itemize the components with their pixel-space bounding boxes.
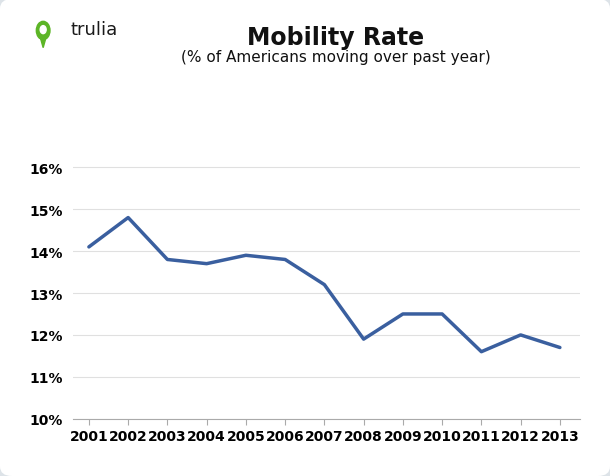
Polygon shape [40,37,46,49]
Text: trulia: trulia [70,21,117,40]
Circle shape [37,22,50,40]
Text: (% of Americans moving over past year): (% of Americans moving over past year) [181,50,490,65]
Text: Mobility Rate: Mobility Rate [247,26,424,50]
Circle shape [40,27,46,35]
Text: ★: ★ [36,21,37,22]
